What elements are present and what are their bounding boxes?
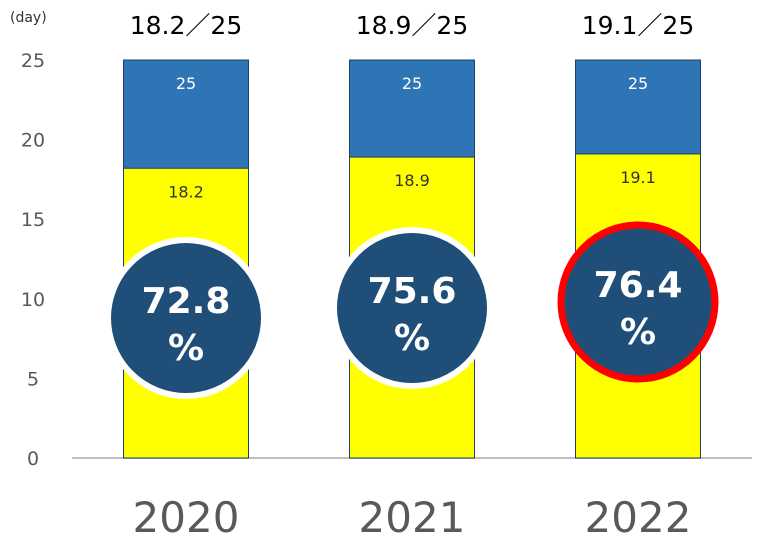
rate-unit: % <box>620 312 656 353</box>
top-label: 18.9／25 <box>356 11 468 40</box>
y-tick-label: 0 <box>27 448 39 470</box>
y-tick-label: 10 <box>21 289 45 311</box>
rate-badge-2022 <box>557 221 719 383</box>
y-tick-label: 5 <box>27 368 39 390</box>
y-tick-label: 15 <box>21 209 45 231</box>
data-label-total: 25 <box>402 74 422 93</box>
y-tick-label: 25 <box>21 50 45 72</box>
rate-badge-2021 <box>331 227 493 389</box>
data-label-actual: 18.9 <box>394 171 430 190</box>
rate-value: 75.6 <box>368 271 457 312</box>
top-label: 19.1／25 <box>582 11 694 40</box>
rate-unit: % <box>168 328 204 369</box>
y-axis-label: (day) <box>10 10 47 26</box>
x-tick-label: 2022 <box>585 493 692 542</box>
data-label-total: 25 <box>176 74 196 93</box>
rate-unit: % <box>394 318 430 359</box>
rate-badge-2020 <box>105 237 267 399</box>
data-label-total: 25 <box>628 74 648 93</box>
rate-value: 76.4 <box>594 265 683 306</box>
data-label-actual: 19.1 <box>620 168 656 187</box>
x-tick-label: 2021 <box>359 493 466 542</box>
y-tick-label: 20 <box>21 130 45 152</box>
x-tick-label: 2020 <box>133 493 240 542</box>
rate-value: 72.8 <box>142 281 231 322</box>
top-label: 18.2／25 <box>130 11 242 40</box>
data-label-actual: 18.2 <box>168 182 204 201</box>
